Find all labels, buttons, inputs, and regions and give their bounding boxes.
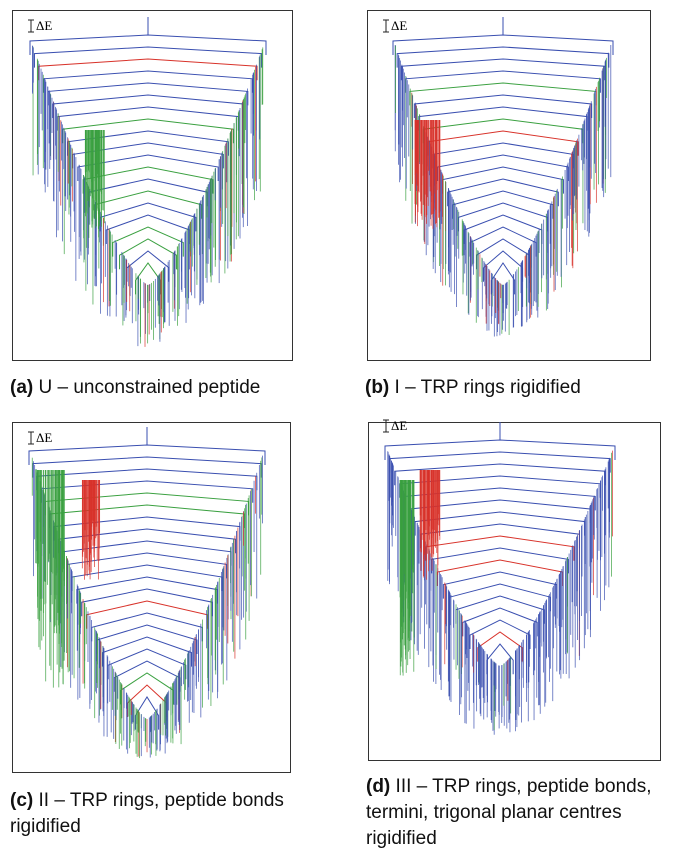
caption: (d) III – TRP rings, peptide bonds, term…: [366, 774, 684, 852]
caption-text: U – unconstrained peptide: [38, 377, 261, 398]
caption-label: (b): [365, 377, 390, 398]
tree-branch: [396, 46, 610, 68]
tree-branch: [29, 34, 267, 55]
tree-branch: [432, 142, 574, 169]
caption-text: III – TRP rings, peptide bonds, termini,…: [366, 776, 652, 849]
tree-branch: [413, 94, 593, 118]
tree-branch: [392, 34, 614, 55]
tree-branch: [400, 58, 606, 81]
tree-branch: [462, 607, 538, 637]
panel-frame: [12, 422, 291, 773]
tree-branch: [33, 46, 263, 68]
tree-branch: [135, 262, 161, 295]
tree-branch: [112, 226, 184, 257]
trees: [28, 17, 616, 759]
tree-branch: [425, 535, 575, 561]
caption: (b) I – TRP rings rigidified: [365, 375, 675, 401]
tree-branch: [101, 636, 193, 667]
caption-label: (d): [366, 776, 391, 797]
delta-e-label: ΔE: [36, 18, 52, 33]
tree-branch: [82, 166, 214, 194]
tree-branch: [113, 660, 181, 692]
tree-branch: [414, 511, 586, 536]
tree-branch: [469, 619, 531, 649]
tree-branch: [126, 250, 170, 282]
caption-text: I – TRP rings rigidified: [394, 377, 581, 398]
tree-branch: [437, 154, 569, 181]
scale-bar: [28, 19, 389, 445]
caption-label: (c): [10, 790, 34, 811]
panel-frame: [368, 422, 661, 761]
tree-branch: [77, 154, 219, 181]
tree-branch: [384, 439, 616, 460]
caption: (a) U – unconstrained peptide: [10, 375, 310, 401]
caption: (c) II – TRP rings, peptide bonds rigidi…: [10, 788, 340, 840]
tree-branch: [134, 696, 160, 730]
caption-text: II – TRP rings, peptide bonds rigidified: [10, 790, 284, 837]
delta-e-label: ΔE: [391, 18, 407, 33]
tree-branch: [81, 588, 213, 617]
tree-branch: [71, 564, 223, 591]
panel-frame: [12, 10, 293, 361]
tree-branch: [107, 648, 187, 680]
panel-frame: [367, 10, 651, 361]
tree-branch: [28, 444, 266, 465]
tree-branch: [76, 576, 218, 604]
tree-branch: [442, 166, 564, 194]
tree-branch: [469, 226, 537, 257]
caption-label: (a): [10, 377, 34, 398]
tree-branch: [477, 631, 523, 662]
delta-e-label: ΔE: [391, 418, 407, 433]
tree-branch: [119, 238, 177, 270]
delta-e-label: ΔE: [36, 430, 52, 445]
tree-branch: [447, 178, 559, 207]
